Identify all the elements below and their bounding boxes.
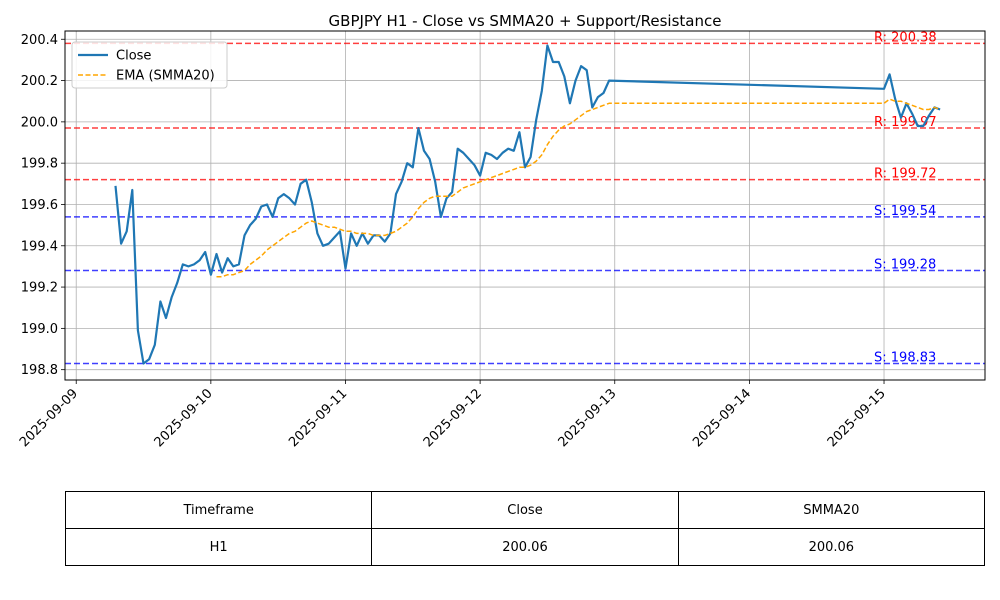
y-tick-label: 199.6 bbox=[21, 198, 58, 213]
support-resistance-levels: R: 200.38R: 199.97R: 199.72S: 199.54S: 1… bbox=[65, 30, 985, 365]
y-tick-label: 198.8 bbox=[21, 363, 58, 378]
x-tick-label: 2025-09-11 bbox=[286, 386, 350, 450]
x-tick-label: 2025-09-09 bbox=[17, 386, 81, 450]
close-line bbox=[114, 44, 941, 365]
table-cell-timeframe: H1 bbox=[64, 528, 373, 566]
support-label: S: 199.54 bbox=[874, 204, 936, 219]
resistance-label: R: 200.38 bbox=[874, 30, 937, 45]
resistance-label: R: 199.72 bbox=[874, 167, 937, 182]
y-tick-label: 199.2 bbox=[21, 281, 58, 296]
y-tick-label: 199.4 bbox=[21, 239, 58, 254]
table-header-row: Timeframe Close SMMA20 bbox=[64, 491, 986, 529]
legend-label: Close bbox=[116, 49, 151, 64]
table-header-close: Close bbox=[371, 491, 679, 529]
smma20-line bbox=[216, 98, 941, 278]
y-tick-label: 199.8 bbox=[21, 157, 58, 172]
x-tick-label: 2025-09-10 bbox=[152, 386, 216, 450]
legend-label: EMA (SMMA20) bbox=[116, 69, 215, 84]
y-tick-label: 200.0 bbox=[21, 115, 58, 130]
chart-title: GBPJPY H1 - Close vs SMMA20 + Support/Re… bbox=[329, 12, 722, 30]
table-header-timeframe: Timeframe bbox=[64, 491, 373, 529]
x-tick-label: 2025-09-14 bbox=[690, 386, 754, 450]
axis-ticks: 2025-09-09 2025-09-10 2025-09-11 2025-09-12… bbox=[17, 33, 889, 450]
series-layer bbox=[114, 44, 941, 365]
table-cell-close: 200.06 bbox=[371, 528, 679, 566]
x-tick-label: 2025-09-13 bbox=[556, 386, 620, 450]
table-row: H1 200.06 200.06 bbox=[64, 528, 986, 566]
y-tick-label: 200.4 bbox=[21, 33, 58, 48]
summary-table: Timeframe Close SMMA20 H1 200.06 200.06 bbox=[64, 491, 986, 566]
y-tick-label: 199.0 bbox=[21, 322, 58, 337]
x-tick-label: 2025-09-12 bbox=[421, 386, 485, 450]
support-label: S: 198.83 bbox=[874, 350, 936, 365]
legend: Close EMA (SMMA20) bbox=[71, 41, 228, 89]
support-label: S: 199.28 bbox=[874, 258, 936, 273]
y-tick-label: 200.2 bbox=[21, 74, 58, 89]
plot-frame bbox=[64, 30, 986, 381]
table-cell-smma20: 200.06 bbox=[677, 528, 986, 566]
x-tick-label: 2025-09-15 bbox=[825, 386, 889, 450]
chart: GBPJPY H1 - Close vs SMMA20 + Support/Re… bbox=[17, 12, 986, 450]
table-header-smma20: SMMA20 bbox=[677, 491, 986, 529]
legend-box bbox=[71, 41, 228, 89]
